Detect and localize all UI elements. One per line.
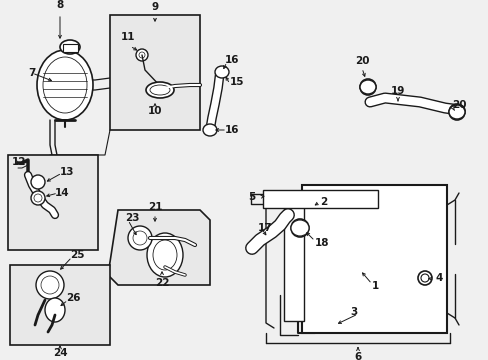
Text: 8: 8	[56, 0, 63, 10]
Text: 22: 22	[154, 278, 169, 288]
Circle shape	[31, 175, 45, 189]
Text: 21: 21	[147, 202, 162, 212]
Circle shape	[417, 271, 431, 285]
Bar	[10, 265, 110, 345]
Ellipse shape	[133, 231, 147, 245]
Ellipse shape	[147, 233, 183, 277]
Ellipse shape	[359, 80, 375, 94]
Text: 17: 17	[258, 223, 272, 233]
Bar	[284, 197, 304, 321]
Text: 7: 7	[28, 68, 35, 78]
Circle shape	[448, 104, 464, 120]
Text: 11: 11	[121, 32, 135, 42]
Ellipse shape	[203, 124, 217, 136]
Circle shape	[359, 79, 375, 95]
Text: 20: 20	[354, 56, 368, 66]
Text: 18: 18	[314, 238, 329, 248]
Ellipse shape	[215, 66, 228, 78]
Circle shape	[360, 83, 368, 91]
Text: 1: 1	[371, 281, 379, 291]
Text: 5: 5	[247, 192, 254, 202]
Text: 4: 4	[434, 273, 442, 283]
Bar	[8, 155, 98, 250]
Text: 12: 12	[12, 157, 26, 167]
Bar	[263, 190, 377, 208]
Text: 20: 20	[451, 100, 466, 110]
Ellipse shape	[290, 220, 308, 236]
Bar	[302, 185, 446, 333]
Ellipse shape	[37, 50, 93, 120]
Text: 26: 26	[66, 293, 81, 303]
Circle shape	[34, 194, 42, 202]
Circle shape	[290, 219, 308, 237]
Ellipse shape	[43, 57, 87, 113]
Ellipse shape	[448, 105, 464, 119]
Circle shape	[139, 52, 145, 58]
Text: 2: 2	[319, 197, 326, 207]
Ellipse shape	[60, 40, 80, 54]
Circle shape	[136, 49, 148, 61]
Ellipse shape	[128, 226, 152, 250]
Text: 23: 23	[125, 213, 139, 223]
Text: 10: 10	[147, 106, 162, 116]
Text: 13: 13	[60, 167, 74, 177]
Ellipse shape	[41, 276, 59, 294]
Bar	[63, 44, 78, 52]
Text: 9: 9	[151, 2, 158, 12]
Text: 16: 16	[224, 55, 239, 65]
Polygon shape	[108, 210, 209, 285]
Text: 15: 15	[229, 77, 244, 87]
Ellipse shape	[150, 85, 170, 95]
Ellipse shape	[153, 240, 177, 270]
Text: 14: 14	[55, 188, 69, 198]
Ellipse shape	[45, 298, 65, 322]
Ellipse shape	[36, 271, 64, 299]
Text: 19: 19	[390, 86, 405, 96]
Text: 6: 6	[354, 352, 361, 360]
Text: 25: 25	[70, 250, 84, 260]
Text: 3: 3	[349, 307, 357, 317]
Ellipse shape	[146, 82, 174, 98]
Text: 24: 24	[53, 348, 67, 358]
Circle shape	[420, 274, 428, 282]
Bar	[110, 15, 200, 130]
Circle shape	[31, 191, 45, 205]
Text: 16: 16	[224, 125, 239, 135]
